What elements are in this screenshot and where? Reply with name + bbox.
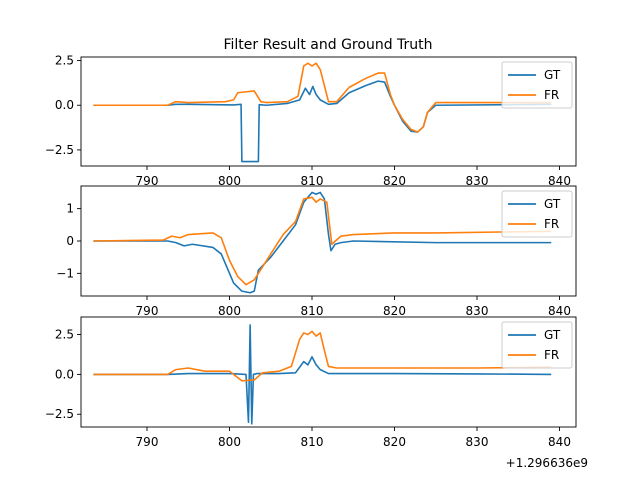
legend-label-fr: FR [544,348,559,362]
y-tick-label: −2.5 [45,407,74,421]
legend-label-fr: FR [544,217,559,231]
legend: GT FR [501,321,573,369]
legend-box [501,321,573,369]
y-tick-label: 0 [66,234,74,248]
legend-label-gt: GT [544,68,561,82]
subplots: 790 800 810 820 830 840 2.5 0.0 −2.5 GT FR 790 800 81… [45,54,577,449]
legend-label-fr: FR [544,88,559,102]
y-tick-label: 1 [66,202,74,216]
x-tick-label: 830 [466,174,489,188]
x-offset-label: +1.296636e9 [506,456,588,470]
x-tick-label: 840 [548,174,571,188]
legend-label-gt: GT [544,197,561,211]
x-tick-label: 790 [136,435,159,449]
subplot-1: 790 800 810 820 830 840 2.5 0.0 −2.5 GT FR [45,54,577,188]
x-tick-label: 810 [301,174,324,188]
y-tick-label: 2.5 [55,54,74,68]
x-tick-label: 790 [136,304,159,318]
y-tick-label: 0.0 [55,367,74,381]
series-line-fr [93,62,552,133]
x-tick-label: 790 [136,174,159,188]
x-tick-label: 820 [383,174,406,188]
x-tick-label: 810 [301,435,324,449]
y-tick-label: −2.5 [45,143,74,157]
x-tick-label: 800 [218,174,241,188]
legend: GT FR [501,61,573,109]
x-tick-label: 800 [218,304,241,318]
axes-frame [80,56,577,167]
x-tick-label: 800 [218,435,241,449]
series-line-gt [93,80,552,163]
figure-title: Filter Result and Ground Truth [223,37,432,53]
axes-frame [80,316,577,428]
y-tick-label: 2.5 [55,328,74,342]
series-line-fr [93,330,552,382]
x-tick-label: 840 [548,304,571,318]
x-tick-label: 810 [301,304,324,318]
series-line-fr [93,196,552,286]
legend-box [501,190,573,238]
y-tick-label: −1 [56,266,74,280]
x-tick-label: 840 [548,435,571,449]
x-tick-label: 830 [466,435,489,449]
x-tick-label: 820 [383,435,406,449]
legend-label-gt: GT [544,328,561,342]
series-line-gt [93,191,552,294]
subplot-3: 790 800 810 820 830 840 2.5 0.0 −2.5 GT FR [45,316,577,449]
y-tick-label: 0.0 [55,98,74,112]
legend: GT FR [501,190,573,238]
series-line-gt [93,324,552,425]
subplot-2: 790 800 810 820 830 840 1 0 −1 GT FR [56,185,577,318]
x-tick-label: 820 [383,304,406,318]
x-tick-label: 830 [466,304,489,318]
legend-box [501,61,573,109]
